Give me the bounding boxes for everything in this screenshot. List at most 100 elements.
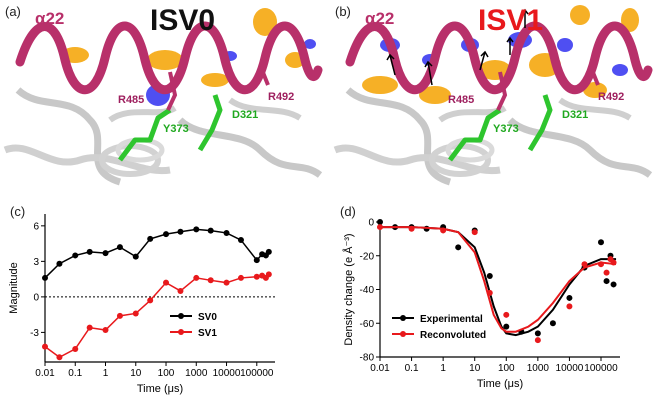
data-point-reconvoluted xyxy=(581,261,588,268)
data-point-sv0 xyxy=(132,253,139,260)
data-point-experimental xyxy=(549,320,556,327)
data-point-experimental xyxy=(455,244,462,251)
y-axis-label: Density change (e Å⁻³) xyxy=(342,233,355,345)
panel-c: (c) 0.01 0.1 1 10 100 1000 10000 100000 -3 0 3 6 Time… xyxy=(0,200,300,405)
x-tick-label: 0.1 xyxy=(405,363,419,374)
fit-line-experimental xyxy=(380,226,617,337)
x-tick-label: 0.01 xyxy=(370,363,390,374)
data-point-sv1 xyxy=(86,324,93,331)
panel-b-label: (b) xyxy=(335,4,351,19)
helix-label-b: α22 xyxy=(365,9,394,28)
data-point-sv1 xyxy=(102,327,109,334)
data-point-reconvoluted xyxy=(408,225,415,232)
x-tick-label: 1000 xyxy=(527,363,550,374)
panel-label: (c) xyxy=(10,204,25,219)
legend-label-experimental: Experimental xyxy=(420,314,483,325)
residue-r485-a: R485 xyxy=(118,94,144,106)
data-point-sv1 xyxy=(177,287,184,294)
x-tick-label: 100000 xyxy=(240,368,274,379)
legend-label-reconvoluted: Reconvoluted xyxy=(420,330,486,341)
y-tick-label: 3 xyxy=(33,257,39,268)
data-point-reconvoluted xyxy=(471,229,478,236)
x-tick-label: 10 xyxy=(469,363,481,374)
legend-marker-reconvoluted xyxy=(400,331,406,337)
fit-line-reconvoluted xyxy=(380,226,617,333)
x-axis-label: Time (μs) xyxy=(137,383,183,395)
y-tick-label: -20 xyxy=(360,251,375,262)
data-point-sv1 xyxy=(223,279,230,286)
data-point-sv0 xyxy=(147,235,154,242)
y-tick-label: 0 xyxy=(33,292,39,303)
data-point-experimental xyxy=(486,273,493,279)
residue-r485-b: R485 xyxy=(448,94,474,106)
panel-a: (a) α22 ISV0 R485 R492 Y373 D321 xyxy=(0,0,328,190)
legend-label-sv0: SV0 xyxy=(198,312,217,323)
data-point-experimental xyxy=(534,330,541,337)
data-point-experimental xyxy=(503,323,510,330)
y-tick-label: -80 xyxy=(360,353,375,364)
residue-d321-b: D321 xyxy=(562,109,588,121)
data-point-sv0 xyxy=(237,237,244,244)
data-point-experimental xyxy=(377,219,383,225)
x-tick-label: 10 xyxy=(130,368,142,379)
x-tick-label: 10000 xyxy=(556,363,584,374)
x-tick-label: 100 xyxy=(158,368,175,379)
structure-image-b: (b) α22 ISV1 R485 R492 Y373 D321 xyxy=(330,0,658,190)
data-point-sv0 xyxy=(193,226,200,233)
series-line-sv0 xyxy=(44,228,270,279)
data-point-sv1 xyxy=(253,273,260,280)
data-point-sv1 xyxy=(116,312,123,319)
data-point-sv0 xyxy=(265,248,272,255)
data-point-sv0 xyxy=(42,274,48,281)
data-point-experimental xyxy=(603,278,610,285)
data-point-sv0 xyxy=(177,228,184,235)
residue-y373-b: Y373 xyxy=(493,123,519,135)
chart-c: (c) 0.01 0.1 1 10 100 1000 10000 100000 -3 0 3 6 Time… xyxy=(8,204,275,395)
data-point-sv1 xyxy=(207,277,214,284)
y-tick-label: -60 xyxy=(360,319,375,330)
data-point-sv0 xyxy=(163,231,170,238)
data-point-experimental xyxy=(566,294,573,301)
data-point-sv1 xyxy=(163,279,170,286)
data-point-sv1 xyxy=(237,274,244,281)
legend-marker-sv0 xyxy=(178,313,184,319)
shift-arrows xyxy=(386,8,529,86)
data-point-sv0 xyxy=(56,260,63,267)
structure-image-a: (a) α22 ISV0 R485 R492 Y373 D321 xyxy=(0,0,328,190)
data-point-sv0 xyxy=(72,252,79,259)
data-point-sv1 xyxy=(42,343,48,350)
data-point-reconvoluted xyxy=(377,224,383,231)
data-point-experimental xyxy=(597,239,604,246)
data-point-reconvoluted xyxy=(610,259,617,266)
data-point-sv1 xyxy=(193,274,200,281)
helix-label-a: α22 xyxy=(35,9,64,28)
data-point-reconvoluted xyxy=(503,311,510,318)
data-point-reconvoluted xyxy=(597,261,604,268)
residue-y373-a: Y373 xyxy=(163,123,189,135)
panel-d: (d) 0.01 0.1 1 10 100 1000 10000 100000 0 -20 -40 -6… xyxy=(330,200,658,405)
panel-a-label: (a) xyxy=(5,4,21,19)
x-tick-label: 100000 xyxy=(584,363,618,374)
legend-marker-sv1 xyxy=(178,329,184,335)
y-tick-label: 6 xyxy=(33,221,39,232)
data-point-experimental xyxy=(610,281,617,288)
x-tick-label: 1 xyxy=(440,363,446,374)
x-tick-label: 0.01 xyxy=(35,368,55,379)
legend-label-sv1: SV1 xyxy=(198,328,217,339)
y-tick-label: 0 xyxy=(368,218,374,229)
legend-marker-experimental xyxy=(400,315,406,321)
x-tick-label: 1000 xyxy=(185,368,208,379)
data-point-reconvoluted xyxy=(440,227,447,234)
panel-b: (b) α22 ISV1 R485 R492 Y373 D321 xyxy=(330,0,658,190)
data-point-sv1 xyxy=(132,310,139,317)
panel-label: (d) xyxy=(340,204,356,219)
data-point-sv1 xyxy=(147,297,154,304)
data-point-sv1 xyxy=(72,345,79,352)
x-tick-label: 1 xyxy=(103,368,109,379)
title-isv1: ISV1 xyxy=(478,4,543,37)
data-point-reconvoluted xyxy=(534,337,541,344)
data-point-sv0 xyxy=(207,227,214,234)
residue-r492-a: R492 xyxy=(268,91,294,103)
residue-r492-b: R492 xyxy=(598,91,624,103)
data-point-sv1 xyxy=(56,354,63,361)
